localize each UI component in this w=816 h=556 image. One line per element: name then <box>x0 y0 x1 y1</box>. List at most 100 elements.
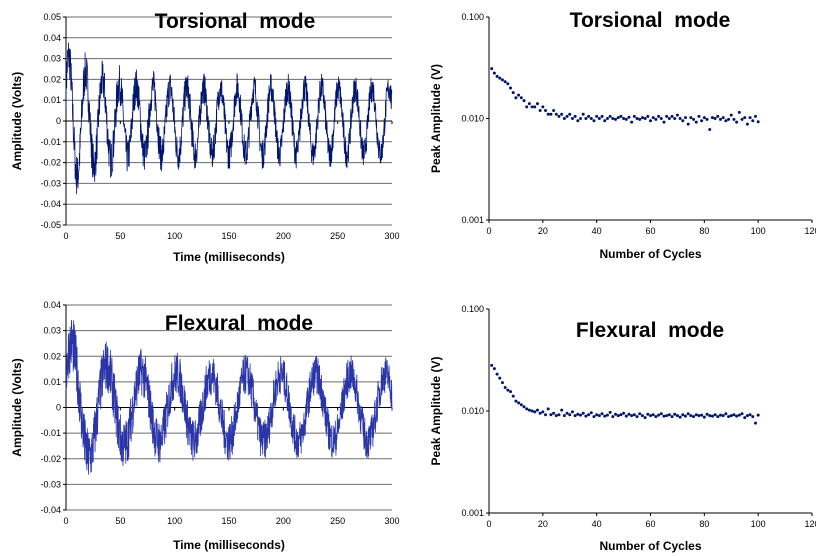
x-tick-label: 250 <box>330 516 345 526</box>
x-tick-label: 150 <box>221 231 236 241</box>
data-point <box>597 414 601 418</box>
data-point <box>622 117 626 120</box>
data-point <box>514 96 518 100</box>
data-point <box>541 105 545 109</box>
y-tick-label: -0.01 <box>40 137 61 147</box>
y-tick-label: -0.03 <box>40 178 61 188</box>
y-tick-label: -0.03 <box>40 479 61 489</box>
data-point <box>549 112 553 116</box>
x-tick-label: 40 <box>592 519 602 529</box>
data-point <box>584 117 588 120</box>
data-point <box>673 117 677 120</box>
x-tick-label: 0 <box>486 519 491 529</box>
data-point <box>535 408 539 412</box>
data-point <box>702 415 706 419</box>
data-point <box>498 76 502 80</box>
data-point <box>533 105 537 109</box>
data-point <box>579 117 583 120</box>
data-point <box>624 414 628 418</box>
data-point <box>729 113 733 117</box>
data-point <box>681 413 685 417</box>
data-point <box>654 117 658 121</box>
y-tick-label: -0.04 <box>40 199 61 209</box>
data-point <box>681 119 685 123</box>
data-point <box>495 372 499 376</box>
data-point <box>735 414 739 418</box>
data-point <box>692 415 696 419</box>
y-tick-label: 0.02 <box>43 351 61 361</box>
data-point <box>708 127 712 131</box>
x-tick-label: 60 <box>645 519 655 529</box>
y-tick-label: 0 <box>56 116 61 126</box>
data-point <box>519 403 523 407</box>
x-tick-label: 120 <box>804 226 816 236</box>
data-point <box>605 413 609 417</box>
y-tick-label: -0.01 <box>40 428 61 438</box>
data-point <box>659 412 663 416</box>
y-tick-label: 0.02 <box>43 74 61 84</box>
data-point <box>635 415 639 419</box>
data-point <box>600 412 604 416</box>
data-point <box>573 414 577 418</box>
data-point <box>614 117 618 121</box>
data-point <box>649 414 652 418</box>
data-point <box>724 412 728 416</box>
data-point <box>503 385 507 389</box>
data-point <box>670 114 674 118</box>
data-point <box>713 413 717 417</box>
data-point <box>665 114 669 118</box>
data-point <box>511 394 515 398</box>
data-point <box>686 122 690 126</box>
data-point <box>587 413 591 417</box>
data-point <box>587 114 591 118</box>
data-point <box>710 414 714 418</box>
data-point <box>595 114 599 118</box>
data-point <box>519 96 523 100</box>
data-point <box>589 411 593 415</box>
data-point <box>675 113 679 117</box>
y-tick-label: 0.03 <box>43 54 61 64</box>
data-point <box>592 119 596 123</box>
data-point <box>573 114 577 118</box>
chart-2: 0.001 0.010 0.100 0 20 40 60 80 100 120 Number of … <box>429 9 816 261</box>
data-point <box>700 119 704 123</box>
data-point <box>694 120 698 124</box>
y-tick-label: -0.05 <box>40 220 61 230</box>
data-point <box>659 117 663 120</box>
data-point <box>622 411 626 415</box>
y-tick-label: 0.01 <box>43 377 61 387</box>
y-tick-label: 0.05 <box>43 12 61 22</box>
data-point <box>616 414 620 418</box>
x-axis-title: Time (milliseconds) <box>173 538 285 552</box>
y-tick-label: 0.100 <box>461 304 484 314</box>
x-tick-label: 150 <box>221 516 236 526</box>
x-tick-label: 300 <box>384 231 399 241</box>
data-point <box>568 112 572 116</box>
data-point <box>748 116 752 120</box>
x-tick-label: 100 <box>751 226 766 236</box>
data-point <box>743 416 747 420</box>
data-point <box>718 117 722 121</box>
data-point <box>603 414 607 418</box>
data-point <box>632 413 636 417</box>
x-tick-label: 120 <box>804 519 816 529</box>
data-point <box>678 117 682 120</box>
y-axis-title: Peak Amplitude (V) <box>429 64 443 173</box>
data-point <box>530 409 534 413</box>
data-point <box>568 413 572 417</box>
data-point <box>705 117 709 121</box>
x-tick-label: 50 <box>115 516 125 526</box>
x-tick-label: 80 <box>699 519 709 529</box>
data-point <box>630 120 634 124</box>
data-point <box>721 414 725 418</box>
data-point <box>538 411 542 415</box>
y-tick-label: 0.03 <box>43 326 61 336</box>
data-point <box>533 410 537 414</box>
data-point <box>495 74 499 78</box>
data-point <box>751 119 755 123</box>
data-point <box>506 82 510 86</box>
y-tick-label: 0.001 <box>461 508 484 518</box>
data-point <box>546 112 550 116</box>
data-point <box>562 117 566 120</box>
